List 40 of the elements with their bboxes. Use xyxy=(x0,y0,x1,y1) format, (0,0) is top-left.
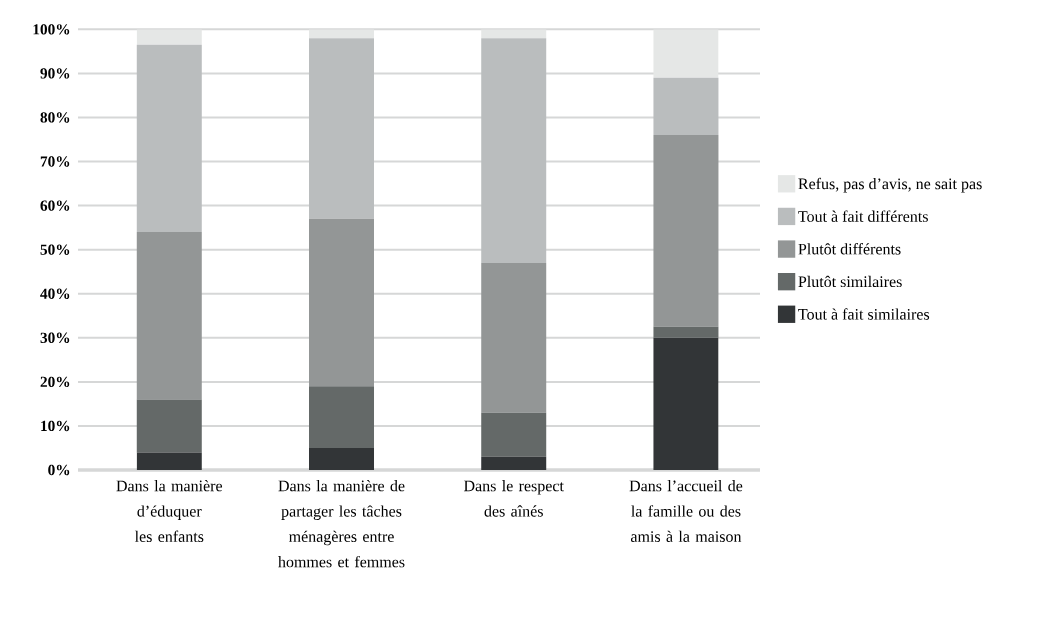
bar xyxy=(481,412,547,457)
x-tick-label: Dans la manière de partager les tâches ménagères entre hommes et femmes xyxy=(278,480,405,568)
bar xyxy=(136,29,202,45)
legend-label: Plutôt différents xyxy=(798,243,901,255)
legend-label: Refus, pas d’avis, ne sait pas xyxy=(798,177,982,193)
x-tick-label: Dans l’accueil de la famille ou des amis à la maison xyxy=(629,480,743,542)
y-tick-label: 60% xyxy=(40,200,70,211)
bar xyxy=(481,29,547,39)
y-tick-label: 30% xyxy=(40,332,70,344)
bar xyxy=(309,386,375,448)
bar xyxy=(309,29,375,39)
bar xyxy=(653,29,719,78)
y-tick-label: 90% xyxy=(40,68,70,79)
y-tick-label: 20% xyxy=(40,376,70,388)
y-tick-label: 50% xyxy=(40,244,70,255)
y-tick-label: 80% xyxy=(40,112,70,123)
bar xyxy=(481,456,547,471)
bar xyxy=(309,447,375,471)
x-tick-label: Dans le respect des aînés xyxy=(463,480,564,517)
x-tick-label: Dans la manière d’éduquer les enfants xyxy=(116,480,223,542)
bar xyxy=(136,44,202,233)
legend-label: Tout à fait différents xyxy=(798,210,928,222)
bar xyxy=(136,399,202,453)
y-tick-label: 70% xyxy=(40,156,70,167)
bar xyxy=(481,38,547,263)
y-tick-label: 10% xyxy=(41,420,70,432)
bar xyxy=(653,135,719,327)
legend-label: Plutôt similaires xyxy=(798,275,902,288)
bar xyxy=(653,77,719,136)
y-tick-label: 0% xyxy=(48,464,70,476)
bar xyxy=(136,452,202,471)
bar xyxy=(136,232,202,400)
y-tick-label: 100% xyxy=(33,24,70,35)
y-tick-label: 40% xyxy=(40,288,70,299)
legend-label: Tout à fait similaires xyxy=(798,308,930,320)
bar xyxy=(309,38,375,219)
bar xyxy=(653,326,719,338)
bar xyxy=(309,218,375,387)
bar xyxy=(653,337,719,471)
bar xyxy=(481,262,547,413)
